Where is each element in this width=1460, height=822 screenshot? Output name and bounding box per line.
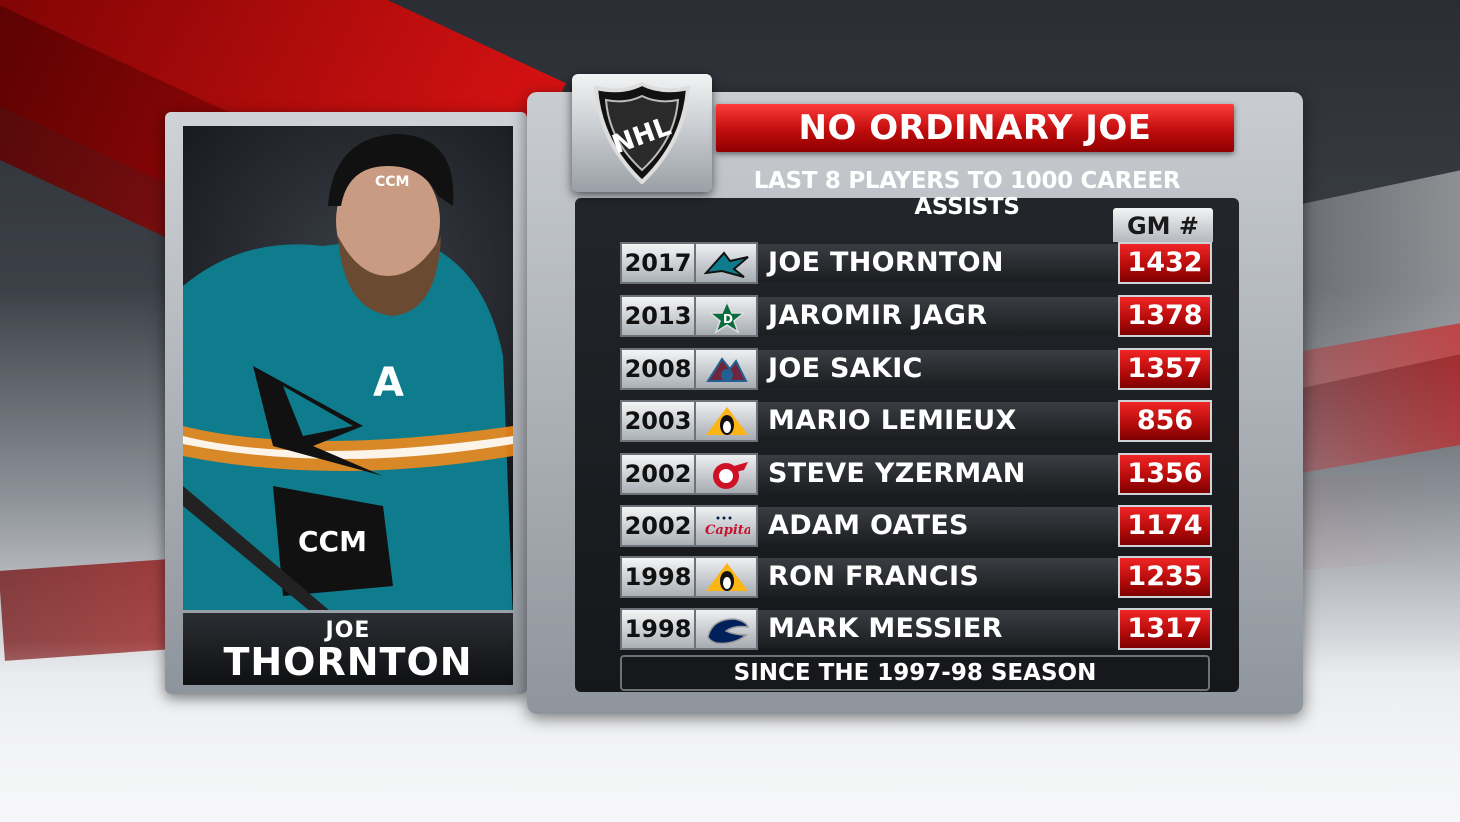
row-player-name: RON FRANCIS xyxy=(768,561,980,592)
player-last-name: THORNTON xyxy=(223,640,473,684)
player-photo: CCM CCM A xyxy=(183,126,513,622)
row-name-bar: JOE THORNTON xyxy=(758,244,1118,282)
table-row: 2003 MARIO LEMIEUX 856 xyxy=(620,400,1214,442)
row-name-bar: ADAM OATES xyxy=(758,507,1118,545)
team-logo-cell xyxy=(696,348,758,390)
row-game-number: 1174 xyxy=(1118,505,1212,547)
team-logo-cell xyxy=(696,556,758,598)
row-player-name: MARIO LEMIEUX xyxy=(768,405,1017,436)
row-name-bar: JOE SAKIC xyxy=(758,350,1118,388)
capitals-logo-icon: Capitals xyxy=(705,516,750,538)
row-name-bar: JAROMIR JAGR xyxy=(758,297,1118,335)
row-name-bar: MARIO LEMIEUX xyxy=(758,402,1118,440)
table-row: 2002 Capitals ADAM OATES 1174 xyxy=(620,505,1214,547)
red-wings-logo-icon xyxy=(713,462,748,489)
row-year: 2017 xyxy=(620,242,696,284)
player-first-name: JOE xyxy=(325,618,371,643)
footnote-bar: SINCE THE 1997-98 SEASON xyxy=(620,655,1210,691)
penguins-logo-icon xyxy=(706,407,748,435)
team-logo-cell: Capitals xyxy=(696,505,758,547)
team-logo-cell xyxy=(696,400,758,442)
stars-logo-icon: D xyxy=(707,300,747,334)
table-row: 2013 D JAROMIR JAGR 1378 xyxy=(620,295,1214,337)
row-game-number: 1235 xyxy=(1118,556,1212,598)
nhl-logo-box: NHL xyxy=(572,74,712,192)
row-game-number: 1378 xyxy=(1118,295,1212,337)
sharks-logo-icon xyxy=(704,251,749,278)
row-year: 1998 xyxy=(620,556,696,598)
svg-text:A: A xyxy=(373,360,404,406)
nhl-shield-icon: NHL xyxy=(593,82,691,184)
team-logo-cell xyxy=(696,608,758,650)
svg-text:CCM: CCM xyxy=(375,174,409,190)
team-logo-cell: D xyxy=(696,295,758,337)
row-player-name: JOE SAKIC xyxy=(768,353,923,384)
row-year: 2008 xyxy=(620,348,696,390)
svg-text:D: D xyxy=(723,312,733,326)
row-year: 2003 xyxy=(620,400,696,442)
row-name-bar: MARK MESSIER xyxy=(758,610,1118,648)
row-year: 2002 xyxy=(620,505,696,547)
row-player-name: STEVE YZERMAN xyxy=(768,458,1026,489)
avalanche-logo-icon xyxy=(706,357,748,382)
table-row: 1998 MARK MESSIER 1317 xyxy=(620,608,1214,650)
graphic-subtitle: LAST 8 PLAYERS TO 1000 CAREER ASSISTS xyxy=(753,168,1181,220)
row-player-name: ADAM OATES xyxy=(768,510,969,541)
table-row: 1998 RON FRANCIS 1235 xyxy=(620,556,1214,598)
row-game-number: 1357 xyxy=(1118,348,1212,390)
column-header-gm: GM # xyxy=(1113,208,1213,242)
row-game-number: 1317 xyxy=(1118,608,1212,650)
canucks-logo-icon xyxy=(707,618,750,645)
row-player-name: JAROMIR JAGR xyxy=(768,300,988,331)
footnote-text: SINCE THE 1997-98 SEASON xyxy=(733,660,1097,686)
row-game-number: 856 xyxy=(1118,400,1212,442)
player-photo-icon: CCM CCM A xyxy=(183,134,513,622)
table-row: 2008 JOE SAKIC 1357 xyxy=(620,348,1214,390)
title-bar: NO ORDINARY JOE xyxy=(716,104,1234,152)
penguins-logo-icon xyxy=(706,563,748,591)
row-year: 2013 xyxy=(620,295,696,337)
row-name-bar: RON FRANCIS xyxy=(758,558,1118,596)
table-row: 2002 STEVE YZERMAN 1356 xyxy=(620,453,1214,495)
row-game-number: 1356 xyxy=(1118,453,1212,495)
team-logo-cell xyxy=(696,242,758,284)
row-year: 1998 xyxy=(620,608,696,650)
row-player-name: MARK MESSIER xyxy=(768,613,1003,644)
table-row: 2017 JOE THORNTON 1432 xyxy=(620,242,1214,284)
graphic-title: NO ORDINARY JOE xyxy=(798,108,1152,148)
player-card: CCM CCM A JOE THORNTON xyxy=(165,112,527,694)
row-game-number: 1432 xyxy=(1118,242,1212,284)
column-header-label: GM # xyxy=(1126,212,1200,240)
row-name-bar: STEVE YZERMAN xyxy=(758,455,1118,493)
team-logo-cell xyxy=(696,453,758,495)
row-player-name: JOE THORNTON xyxy=(768,247,1004,278)
svg-text:Capitals: Capitals xyxy=(705,523,750,538)
player-nameplate: JOE THORNTON xyxy=(183,610,513,685)
row-year: 2002 xyxy=(620,453,696,495)
svg-text:CCM: CCM xyxy=(298,525,367,558)
